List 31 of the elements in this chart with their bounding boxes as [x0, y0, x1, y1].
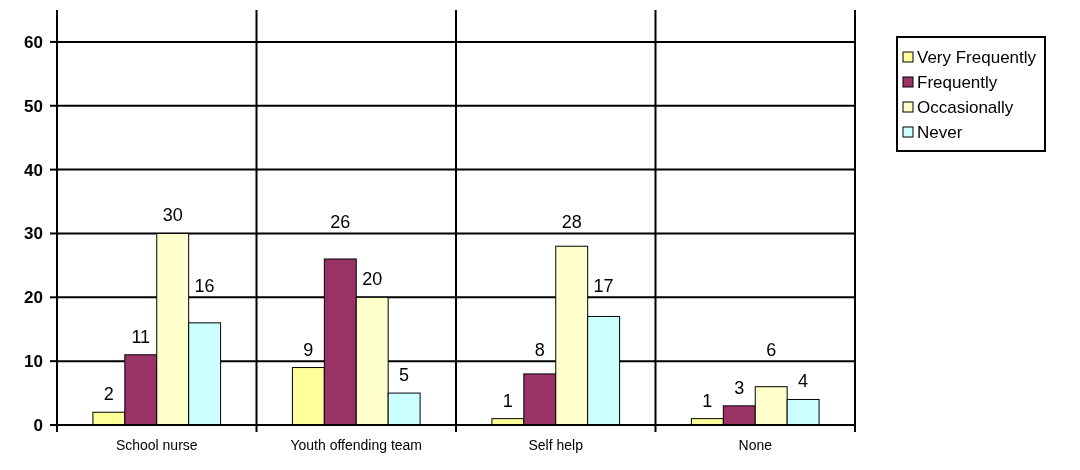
data-label: 16 [194, 276, 215, 297]
data-label: 6 [766, 340, 777, 361]
y-tick-label: 50 [24, 96, 43, 116]
y-tick-label: 0 [33, 415, 43, 435]
x-tick-label: None [738, 437, 773, 453]
data-label: 28 [561, 212, 582, 233]
legend-label: Very Frequently [917, 47, 1037, 67]
y-tick-label: 10 [24, 352, 43, 372]
data-label: 3 [734, 377, 745, 398]
data-label: 1 [502, 390, 513, 411]
legend-label: Occasionally [917, 97, 1014, 117]
data-label: 1 [702, 390, 713, 411]
data-label: 8 [534, 340, 545, 361]
data-label: 20 [362, 269, 383, 290]
y-tick-label: 20 [24, 288, 43, 308]
y-tick-label: 30 [24, 224, 43, 244]
data-label: 9 [303, 340, 314, 361]
data-label: 30 [162, 205, 183, 226]
data-label: 5 [399, 365, 410, 386]
legend-label: Frequently [917, 72, 998, 92]
data-label: 11 [131, 326, 151, 347]
data-label: 17 [593, 276, 614, 297]
data-label: 26 [330, 212, 351, 233]
x-tick-label: Youth offending team [290, 437, 423, 453]
x-tick-label: Self help [528, 437, 584, 453]
data-label: 2 [103, 384, 114, 405]
legend-label: Never [917, 122, 963, 142]
y-tick-label: 40 [24, 160, 43, 180]
data-label: 4 [798, 371, 809, 392]
y-tick-label: 60 [24, 32, 43, 52]
x-tick-label: School nurse [115, 437, 198, 453]
